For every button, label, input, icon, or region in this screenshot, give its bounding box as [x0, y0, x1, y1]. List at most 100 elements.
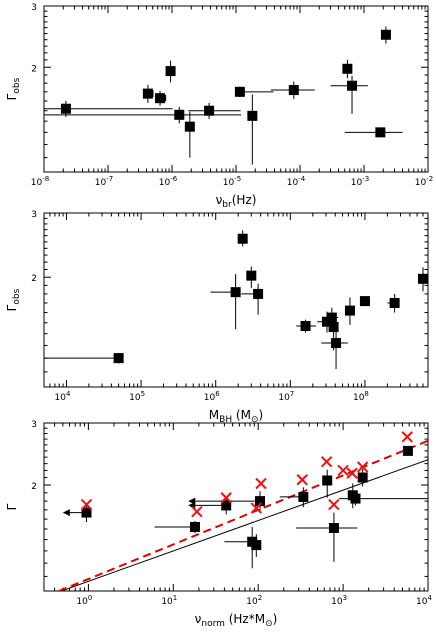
x-tick-label: 100 — [76, 594, 92, 607]
square-marker — [142, 88, 153, 99]
data-point — [234, 86, 274, 98]
data-point — [210, 274, 241, 330]
data-point — [380, 26, 391, 44]
square-marker — [357, 472, 368, 483]
data-point — [62, 503, 92, 523]
data-point — [359, 296, 370, 307]
cross-marker — [401, 431, 413, 443]
data-point — [296, 512, 358, 562]
x-tick-label: 108 — [353, 390, 369, 403]
solid-fit-line — [59, 459, 428, 591]
cross-stroke — [250, 502, 263, 514]
y-tick-label: 3 — [31, 210, 37, 220]
plot-area — [44, 26, 403, 165]
cross-marker — [250, 502, 263, 514]
cross-stroke — [356, 461, 369, 473]
y-axis-label: Γobs — [5, 288, 22, 311]
square-marker — [418, 273, 428, 284]
data-point — [174, 106, 185, 124]
x-axis-label: νbr(Hz) — [216, 193, 257, 210]
square-marker — [380, 29, 391, 40]
y-tick-label: 2 — [31, 274, 37, 284]
y-axis-label: Γobs — [5, 77, 22, 100]
y-tick-label: 2 — [31, 482, 37, 492]
cross-stroke — [255, 477, 267, 490]
square-marker — [184, 121, 195, 132]
data-point — [188, 491, 265, 512]
x-tick-label: 104 — [55, 390, 71, 403]
x-tick-label: 107 — [278, 390, 294, 403]
data-point — [237, 230, 248, 247]
data-point — [44, 352, 124, 364]
panel-bottom: 100 101 102 103 104 2 3 νnorm (Hz*M⊙) Γ — [5, 420, 432, 629]
data-point — [344, 127, 403, 138]
x-tick-label: 103 — [331, 594, 347, 607]
x-axis-label: MBH (M⊙) — [209, 408, 263, 425]
cross-stroke — [191, 505, 203, 518]
square-marker — [230, 287, 241, 298]
panel-top: 10-8 10-7 10-6 10-5 10-4 10-3 10-2 2 3 νbr(Hz) Γob… — [5, 3, 433, 210]
cross-marker — [346, 467, 358, 479]
cross-stroke — [320, 455, 333, 468]
x-tick-label: 10-4 — [287, 175, 306, 188]
data-point — [321, 324, 348, 370]
cross-stroke — [401, 431, 413, 443]
square-marker — [347, 80, 358, 91]
square-marker — [81, 507, 92, 518]
data-point — [44, 100, 173, 117]
square-marker — [253, 288, 264, 299]
square-marker — [174, 109, 185, 120]
data-point — [330, 75, 368, 114]
x-tick-label: 104 — [416, 594, 432, 607]
data-point — [322, 469, 333, 498]
square-marker — [322, 475, 333, 486]
dashed-fit-line — [58, 439, 428, 591]
cross-stroke — [337, 464, 349, 477]
data-point — [155, 90, 167, 106]
data-point — [247, 94, 258, 165]
y-tick-label: 3 — [31, 420, 37, 430]
data-point — [251, 534, 262, 557]
square-marker — [375, 127, 386, 138]
data-point — [418, 267, 428, 292]
cross-marker — [328, 498, 340, 511]
x-tick-label: 10-5 — [223, 175, 241, 188]
square-marker — [300, 320, 311, 331]
data-point — [279, 487, 309, 508]
square-marker — [237, 233, 248, 244]
square-marker — [155, 93, 166, 104]
cross-marker — [337, 464, 349, 477]
square-marker — [204, 105, 215, 116]
square-marker — [328, 322, 339, 333]
square-marker — [328, 522, 339, 533]
limit-arrow-head — [62, 509, 70, 517]
data-point — [357, 469, 368, 487]
cross-marker — [80, 498, 93, 511]
square-marker — [331, 338, 342, 349]
square-marker — [247, 110, 258, 121]
plot-frame — [43, 212, 429, 388]
data-point — [154, 521, 200, 534]
data-point — [342, 59, 353, 79]
x-tick-label: 10-8 — [31, 175, 49, 188]
x-tick-label: 10-7 — [95, 175, 113, 188]
x-tick-label: 105 — [129, 390, 145, 403]
plot-area — [44, 230, 428, 370]
plot-frame — [43, 422, 429, 592]
panel-middle: 104 105 106 107 108 2 3 MBH (M⊙) Γobs — [5, 210, 429, 425]
cross-stroke — [296, 474, 308, 486]
square-marker — [246, 270, 257, 281]
square-marker — [288, 85, 299, 96]
data-point — [241, 283, 264, 315]
cross-marker — [220, 492, 232, 504]
square-marker — [189, 521, 200, 532]
data-point — [246, 266, 257, 288]
data-point — [142, 84, 154, 103]
x-tick-label: 10-6 — [159, 175, 178, 188]
cross-stroke — [80, 498, 93, 511]
y-tick-label: 2 — [31, 64, 37, 74]
square-marker — [254, 496, 265, 507]
square-marker — [342, 63, 353, 74]
x-axis-label: νnorm (Hz*M⊙) — [195, 612, 278, 629]
